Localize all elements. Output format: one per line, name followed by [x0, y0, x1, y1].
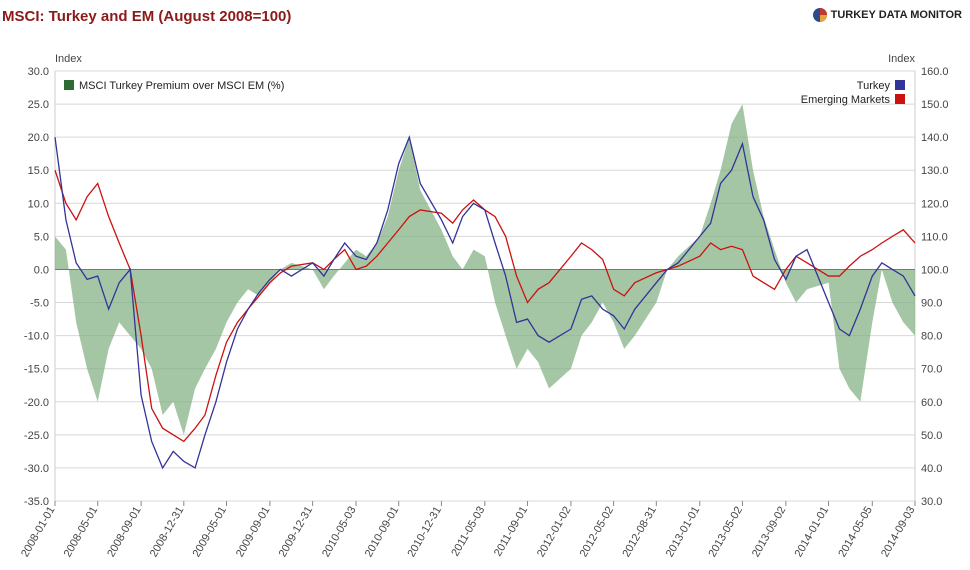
left-tick-label: 30.0 — [28, 66, 49, 78]
x-tick-label: 2012-08-31 — [620, 505, 659, 560]
left-axis-label: Index — [55, 53, 82, 65]
left-tick-label: -20.0 — [24, 397, 49, 409]
legend-swatch-premium — [64, 80, 74, 90]
x-tick-label: 2010-09-01 — [363, 505, 402, 560]
x-tick-label: 2011-09-01 — [492, 505, 530, 559]
left-tick-label: 5.0 — [34, 231, 49, 243]
right-tick-label: 60.0 — [921, 397, 942, 409]
pie-logo-icon — [812, 8, 827, 22]
right-tick-label: 90.0 — [921, 298, 942, 310]
left-tick-label: -15.0 — [24, 364, 49, 376]
x-tick-label: 2013-05-02 — [707, 505, 746, 560]
x-tick-label: 2008-01-01 — [19, 505, 58, 560]
x-tick-label: 2009-05-01 — [191, 505, 230, 560]
x-tick-label: 2009-12-31 — [277, 505, 316, 560]
x-tick-label: 2014-09-03 — [879, 505, 918, 560]
x-tick-label: 2008-09-01 — [105, 505, 144, 560]
legend-swatch-turkey — [895, 80, 905, 90]
legend-label-em: Emerging Markets — [801, 94, 891, 106]
premium-area-layer — [55, 104, 915, 435]
left-tick-label: -10.0 — [24, 331, 49, 343]
left-tick-label: 15.0 — [28, 165, 49, 177]
left-tick-label: 10.0 — [28, 198, 49, 210]
right-tick-label: 100.0 — [921, 264, 949, 276]
x-tick-label: 2011-05-03 — [449, 505, 487, 559]
brand-name: TURKEY DATA MONITOR — [830, 9, 962, 21]
right-tick-label: 80.0 — [921, 331, 942, 343]
x-tick-label: 2013-09-02 — [750, 505, 789, 560]
gridlines — [54, 70, 916, 502]
left-tick-label: -30.0 — [24, 463, 49, 475]
series-emerging-markets-line — [54, 170, 916, 443]
x-tick-label: 2009-09-01 — [234, 505, 273, 560]
legend-label-turkey: Turkey — [857, 80, 891, 92]
x-tick-label: 2008-12-31 — [148, 505, 187, 560]
right-tick-label: 130.0 — [921, 165, 949, 177]
left-tick-label: 20.0 — [28, 132, 49, 144]
right-tick-label: 120.0 — [921, 198, 949, 210]
legend-swatch-em — [895, 94, 905, 104]
right-tick-label: 50.0 — [921, 430, 942, 442]
right-tick-label: 70.0 — [921, 364, 942, 376]
right-tick-label: 150.0 — [921, 99, 949, 111]
right-tick-label: 40.0 — [921, 463, 942, 475]
series-turkey-line — [54, 135, 916, 470]
legend-label-premium: MSCI Turkey Premium over MSCI EM (%) — [79, 80, 284, 92]
legend: MSCI Turkey Premium over MSCI EM (%) Tur… — [64, 80, 905, 106]
x-tick-label: 2012-01-02 — [535, 505, 574, 560]
left-tick-label: 0.0 — [34, 264, 49, 276]
left-tick-label: -25.0 — [24, 430, 49, 442]
right-tick-label: 30.0 — [921, 496, 942, 508]
x-tick-label: 2014-01-01 — [793, 505, 832, 560]
index-lines-layer — [54, 135, 916, 470]
x-tick-label: 2010-12-31 — [405, 505, 444, 560]
left-tick-label: 25.0 — [28, 99, 49, 111]
x-tick-label: 2008-05-01 — [62, 505, 101, 560]
left-tick-label: -35.0 — [24, 496, 49, 508]
brand-logo[interactable]: TURKEY DATA MONITOR — [812, 7, 962, 23]
x-tick-label: 2014-05-05 — [836, 505, 875, 560]
x-tick-label: 2010-05-03 — [320, 505, 359, 560]
x-tick-label: 2013-01-01 — [664, 505, 703, 560]
right-tick-label: 160.0 — [921, 66, 949, 78]
series-premium-area — [55, 104, 915, 435]
right-axis-label: Index — [888, 53, 915, 65]
chart-title: MSCI: Turkey and EM (August 2008=100) — [2, 8, 292, 25]
right-tick-label: 140.0 — [921, 132, 949, 144]
right-tick-label: 110.0 — [921, 231, 948, 243]
x-tick-label: 2012-05-02 — [578, 505, 617, 560]
left-tick-label: -5.0 — [30, 298, 49, 310]
